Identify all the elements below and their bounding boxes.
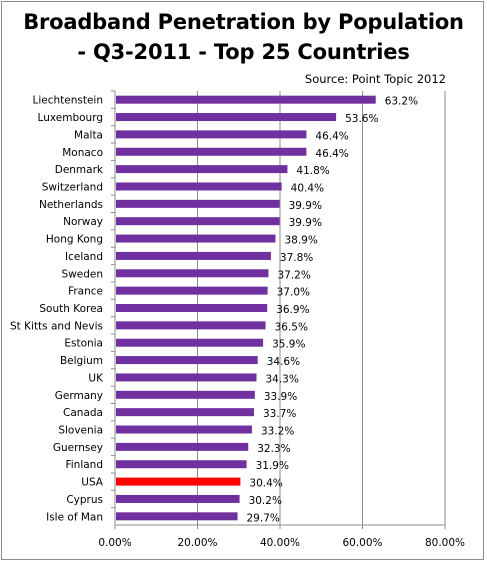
data-label: 34.6% — [267, 356, 300, 368]
data-label: 36.5% — [275, 321, 308, 333]
bar — [116, 408, 255, 417]
category-label: France — [68, 286, 103, 298]
bar — [116, 321, 266, 330]
data-label: 41.8% — [296, 165, 329, 177]
bar — [116, 147, 307, 156]
category-label: Finland — [65, 459, 103, 471]
data-label: 32.3% — [257, 443, 290, 455]
bar — [116, 425, 252, 434]
bar — [116, 477, 241, 486]
category-label: Denmark — [55, 164, 104, 176]
bar — [116, 390, 255, 399]
x-tick-label: 0.00% — [98, 537, 131, 549]
bar — [116, 512, 238, 521]
category-label: Isle of Man — [46, 511, 103, 523]
data-label: 33.9% — [264, 391, 297, 403]
bar — [116, 251, 271, 260]
data-label: 38.9% — [284, 235, 317, 247]
data-label: 39.9% — [289, 217, 322, 229]
data-label: 30.2% — [249, 495, 282, 507]
category-label: Monaco — [62, 147, 103, 159]
category-label: Malta — [74, 129, 103, 141]
data-label: 35.9% — [272, 339, 305, 351]
bar — [116, 286, 268, 295]
bar — [116, 182, 282, 191]
x-tick-label: 40.00% — [260, 537, 300, 549]
category-label: Cyprus — [66, 494, 103, 506]
category-label: Sweden — [62, 268, 104, 280]
bar — [116, 217, 280, 226]
bar — [116, 269, 269, 278]
source-note: Source: Point Topic 2012 — [304, 72, 446, 86]
category-label: Estonia — [64, 338, 103, 350]
category-label: Luxembourg — [38, 112, 103, 124]
category-label: Canada — [63, 407, 103, 419]
category-label: St Kitts and Nevis — [10, 320, 103, 332]
data-label: 40.4% — [291, 182, 324, 194]
data-label: 37.8% — [280, 252, 313, 264]
data-label: 31.9% — [256, 460, 289, 472]
bar — [116, 373, 257, 382]
data-label: 30.4% — [249, 478, 282, 490]
category-label: South Korea — [39, 303, 103, 315]
bar — [116, 95, 376, 104]
bar — [116, 113, 337, 122]
category-label: Germany — [55, 390, 103, 402]
bar — [116, 304, 268, 312]
bar — [116, 356, 258, 365]
chart-subtitle: - Q3-2011 - Top 25 Countries — [77, 40, 410, 64]
category-label: Iceland — [65, 251, 103, 263]
data-label: 36.9% — [276, 304, 309, 316]
data-label: 33.2% — [261, 426, 294, 438]
data-label: 37.0% — [277, 287, 310, 299]
data-label: 37.2% — [277, 269, 310, 281]
bar — [116, 460, 247, 469]
data-label: 33.7% — [263, 408, 296, 420]
data-label: 53.6% — [345, 113, 378, 125]
category-label: Belgium — [60, 355, 103, 367]
category-label: Norway — [63, 216, 103, 228]
bar — [116, 494, 240, 503]
data-label: 63.2% — [385, 96, 418, 108]
data-label: 46.4% — [315, 130, 348, 142]
category-label: UK — [88, 372, 104, 384]
category-label: USA — [81, 477, 104, 489]
category-label: Switzerland — [42, 181, 103, 193]
x-tick-label: 80.00% — [425, 537, 465, 549]
x-tick-label: 60.00% — [342, 537, 382, 549]
category-label: Netherlands — [39, 199, 103, 211]
data-label: 29.7% — [247, 512, 280, 524]
bar — [116, 338, 264, 347]
category-label: Guernsey — [53, 442, 103, 454]
x-tick-label: 20.00% — [177, 537, 217, 549]
category-label: Slovenia — [58, 425, 103, 437]
category-label: Hong Kong — [46, 234, 103, 246]
bar — [116, 165, 288, 174]
bar — [116, 234, 276, 243]
bar — [116, 130, 307, 139]
bar — [116, 442, 249, 451]
bar — [116, 199, 280, 208]
data-label: 46.4% — [315, 148, 348, 160]
data-label: 39.9% — [289, 200, 322, 212]
category-label: Liechtenstein — [32, 95, 103, 107]
chart-title: Broadband Penetration by Population — [23, 10, 464, 34]
data-label: 34.3% — [265, 373, 298, 385]
